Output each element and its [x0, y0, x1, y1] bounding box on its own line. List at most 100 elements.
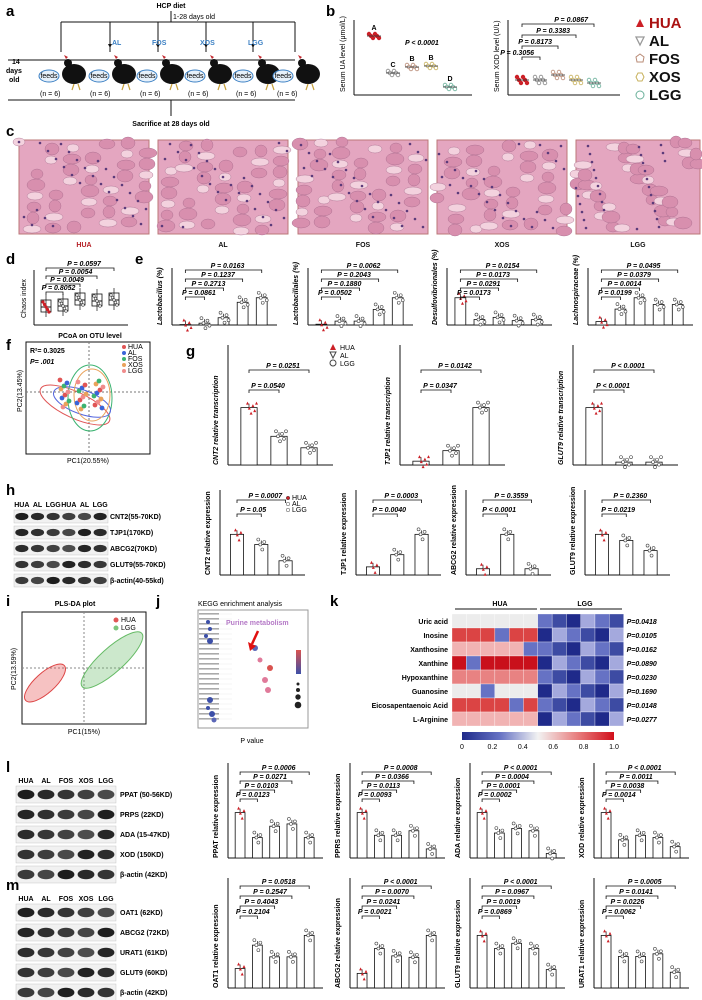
- blot-band: [77, 528, 92, 537]
- legend-marker: [329, 351, 337, 360]
- p-value: P = 0.8052: [42, 285, 76, 292]
- tissue-cell: [232, 213, 252, 227]
- feed-bowl-icon: [136, 69, 158, 83]
- comb-icon: [64, 55, 68, 59]
- data-point: [535, 826, 539, 831]
- kegg-pathway-label: [199, 658, 219, 660]
- data-point: [271, 955, 276, 959]
- tissue-cell: [447, 146, 461, 156]
- heatmap-cell: [551, 711, 567, 727]
- nucleus: [160, 224, 164, 228]
- data-point: [550, 972, 554, 977]
- nucleus: [96, 159, 100, 163]
- significance-bracket: [481, 915, 500, 919]
- lane-label: LGG: [93, 502, 109, 509]
- panel-label-d: d: [6, 251, 15, 268]
- heatmap-cell: [509, 613, 524, 629]
- tissue-cell: [44, 212, 64, 222]
- tissue-cell: [84, 164, 100, 174]
- tissue-cell: [537, 204, 553, 216]
- data-point: [623, 309, 628, 314]
- p-value: P < 0.0001: [384, 879, 418, 886]
- data-point: [260, 300, 265, 305]
- blot-band: [37, 947, 55, 958]
- plsda-legend-lgg: LGG: [121, 625, 136, 632]
- ua-point: [376, 35, 382, 41]
- data-point: [308, 840, 312, 845]
- significance-bracket: [361, 885, 432, 889]
- data-point: [262, 540, 267, 544]
- blot-band: [57, 967, 75, 978]
- data-point: [416, 527, 421, 532]
- nucleus: [250, 184, 254, 188]
- data-point: [513, 826, 518, 831]
- lane-label: XOS: [79, 778, 94, 785]
- data-point: [282, 558, 287, 563]
- data-point: [526, 561, 531, 566]
- bar: [390, 554, 405, 576]
- lane-label: FOS: [59, 778, 74, 785]
- tissue-cell: [601, 210, 621, 224]
- significance-bracket: [239, 905, 276, 909]
- heatmap-cell: [466, 613, 481, 629]
- data-point: [323, 320, 327, 324]
- significance-bracket: [420, 389, 452, 393]
- heatmap-pvalue: P=0.0277: [627, 717, 658, 724]
- pcoa-xlabel: PC1(20.55%): [67, 458, 109, 465]
- nucleus: [107, 190, 111, 194]
- data-point: [480, 562, 483, 566]
- nucleus: [578, 202, 582, 206]
- nucleus: [582, 218, 586, 222]
- blot-band: [15, 560, 29, 569]
- heatmap-cell: [594, 697, 610, 713]
- band-label: XOD (150KD): [120, 852, 164, 859]
- data-point: [427, 455, 430, 459]
- tissue-cell: [26, 191, 44, 201]
- heatmap-cell: [551, 669, 567, 685]
- blot-band: [97, 947, 115, 958]
- blot-band: [57, 947, 75, 958]
- nucleus: [655, 217, 659, 221]
- tissue-cell: [291, 137, 309, 151]
- data-point: [657, 307, 662, 312]
- heatmap-cell: [451, 655, 467, 671]
- blot-band: [30, 544, 45, 553]
- nucleus: [477, 192, 481, 196]
- data-point: [425, 462, 429, 466]
- blot-band: [77, 829, 95, 840]
- data-point: [531, 312, 536, 317]
- nucleus: [598, 192, 602, 196]
- tissue-cell: [120, 216, 138, 228]
- age-range-label: 1-28 days old: [173, 14, 215, 21]
- bar-chart: TJP1 relative transcription P = 0.0142 P =…: [385, 345, 505, 469]
- nucleus: [546, 151, 550, 155]
- heatmap-cell: [594, 655, 610, 671]
- p-value: P = 0.0291: [467, 281, 501, 288]
- n-labels: (n = 6) (n = 6) (n = 6) (n = 6) (n = 6) …: [40, 91, 297, 98]
- tissue-cell: [62, 176, 78, 186]
- kegg-pathway-label: [199, 673, 219, 675]
- tissue-cell: [218, 159, 234, 173]
- panel-label-a: a: [6, 3, 15, 20]
- tissue-cell: [349, 180, 369, 190]
- kegg-point: [206, 620, 210, 624]
- blot-band: [93, 512, 107, 521]
- pcoa-legend-label: XOS: [128, 362, 143, 369]
- panel-label-c: c: [6, 123, 14, 140]
- blot-band: [77, 809, 95, 820]
- blot-band: [57, 927, 75, 938]
- tissue-cell: [519, 173, 535, 183]
- tissue-cell: [84, 151, 102, 165]
- data-point: [530, 571, 535, 576]
- nucleus: [469, 184, 473, 188]
- data-point: [625, 543, 630, 548]
- tissue-cell: [331, 159, 349, 169]
- blot-band: [93, 528, 107, 537]
- data-point: [494, 941, 499, 946]
- blot-band: [97, 869, 115, 880]
- blot-band: [77, 967, 95, 978]
- nucleus: [641, 161, 645, 165]
- data-point: [478, 322, 483, 327]
- nucleus: [131, 214, 135, 218]
